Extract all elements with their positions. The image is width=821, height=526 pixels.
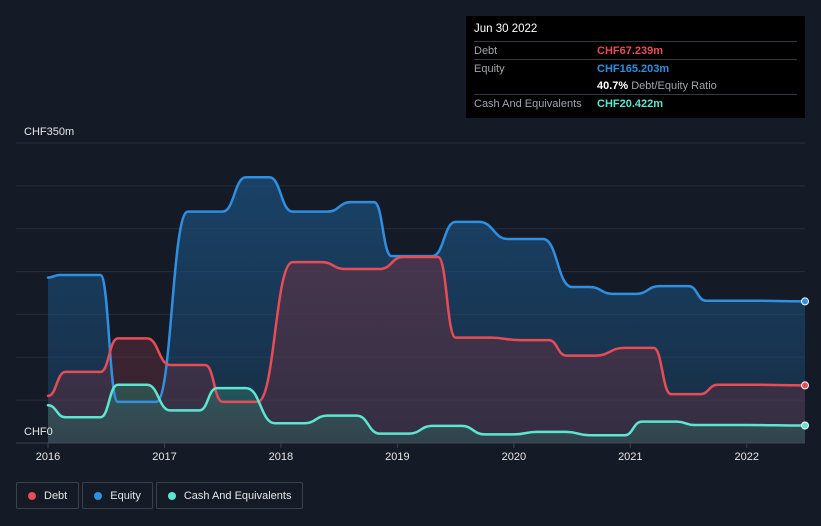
tooltip-equity-label: Equity bbox=[474, 62, 505, 75]
y-axis-bottom-label: CHF0 bbox=[24, 426, 53, 438]
debt-dot-icon bbox=[28, 491, 36, 500]
x-tick-label: 2021 bbox=[618, 451, 642, 463]
tooltip-ratio-value: 40.7% bbox=[597, 79, 629, 92]
tooltip-row-debt: Debt CHF67.239m bbox=[474, 41, 797, 59]
x-axis: 2016 2017 2018 2019 2020 2021 2022 bbox=[36, 443, 759, 463]
cash-area bbox=[48, 384, 805, 443]
cash-dot-icon bbox=[167, 491, 176, 500]
legend-item-equity[interactable]: Equity bbox=[82, 482, 153, 509]
x-tick-label: 2022 bbox=[735, 451, 759, 463]
x-tick-label: 2018 bbox=[269, 451, 293, 463]
tooltip-debt-value: CHF67.239m bbox=[597, 44, 664, 57]
cash-end-point bbox=[801, 421, 809, 430]
series-endpoints bbox=[801, 297, 809, 430]
tooltip-cash-value: CHF20.422m bbox=[597, 97, 664, 110]
series-lines bbox=[46, 176, 807, 437]
tooltip-row-cash: Cash And Equivalents CHF20.422m bbox=[474, 94, 797, 112]
legend-debt-label: Debt bbox=[44, 489, 68, 502]
chart-legend: Debt Equity Cash And Equivalents bbox=[16, 482, 306, 511]
tooltip-row-ratio: 40.7% Debt/Equity Ratio bbox=[474, 77, 797, 94]
x-tick-label: 2019 bbox=[385, 451, 409, 463]
legend-item-debt[interactable]: Debt bbox=[16, 482, 80, 509]
y-axis-top-label: CHF350m bbox=[24, 126, 74, 138]
x-tick-label: 2020 bbox=[502, 451, 526, 463]
tooltip-row-equity: Equity CHF165.203m bbox=[474, 59, 797, 77]
series-areas bbox=[48, 177, 805, 444]
tooltip-debt-label: Debt bbox=[474, 44, 498, 57]
equity-line bbox=[46, 176, 807, 404]
tooltip-cash-label: Cash And Equivalents bbox=[474, 97, 582, 110]
debt-line bbox=[46, 255, 807, 404]
legend-cash-label: Cash And Equivalents bbox=[183, 489, 292, 502]
tooltip-date: Jun 30 2022 bbox=[474, 23, 538, 35]
x-tick-label: 2017 bbox=[152, 451, 176, 463]
legend-item-cash[interactable]: Cash And Equivalents bbox=[155, 482, 304, 509]
tooltip-ratio-label: Debt/Equity Ratio bbox=[631, 79, 717, 92]
tooltip-equity-value: CHF165.203m bbox=[597, 62, 670, 75]
x-tick-label: 2016 bbox=[36, 451, 60, 463]
debt-area bbox=[48, 257, 805, 443]
cash-line bbox=[46, 383, 807, 437]
equity-end-point bbox=[801, 297, 809, 306]
equity-dot-icon bbox=[94, 491, 103, 500]
debt-end-point bbox=[801, 381, 809, 390]
data-tooltip: Jun 30 2022 Debt CHF67.239m Equity CHF16… bbox=[466, 16, 805, 118]
legend-equity-label: Equity bbox=[110, 489, 141, 502]
